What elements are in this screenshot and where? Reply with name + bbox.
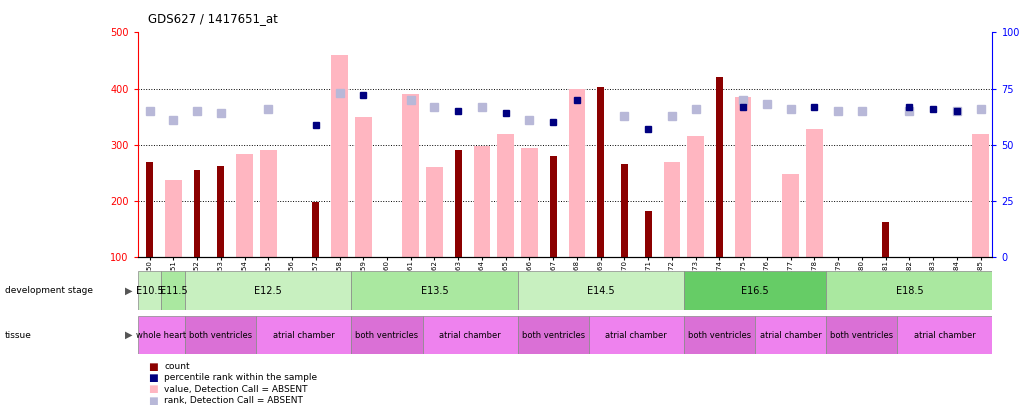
Text: both ventricles: both ventricles xyxy=(355,330,418,340)
Text: atrial chamber: atrial chamber xyxy=(273,330,334,340)
Text: E14.5: E14.5 xyxy=(586,286,613,296)
Text: ■: ■ xyxy=(148,384,158,394)
Text: ■: ■ xyxy=(148,362,158,371)
Bar xyxy=(687,136,703,257)
Bar xyxy=(715,77,722,257)
Text: E13.5: E13.5 xyxy=(420,286,448,296)
Bar xyxy=(521,147,537,257)
Bar xyxy=(454,150,462,257)
Text: percentile rank within the sample: percentile rank within the sample xyxy=(164,373,317,382)
Text: ■: ■ xyxy=(148,373,158,383)
Text: E16.5: E16.5 xyxy=(741,286,768,296)
Bar xyxy=(517,316,588,354)
Bar xyxy=(185,271,351,310)
Text: ▶: ▶ xyxy=(125,286,132,296)
Bar xyxy=(782,174,798,257)
Text: atrial chamber: atrial chamber xyxy=(439,330,500,340)
Bar xyxy=(312,202,319,257)
Bar xyxy=(426,167,442,257)
Text: E12.5: E12.5 xyxy=(254,286,282,296)
Bar xyxy=(351,316,422,354)
Text: rank, Detection Call = ABSENT: rank, Detection Call = ABSENT xyxy=(164,396,303,405)
Bar xyxy=(165,180,181,257)
Bar xyxy=(185,316,256,354)
Text: atrial chamber: atrial chamber xyxy=(759,330,820,340)
Bar xyxy=(588,316,683,354)
Bar xyxy=(644,211,651,257)
Text: atrial chamber: atrial chamber xyxy=(605,330,666,340)
Bar xyxy=(568,89,585,257)
Bar xyxy=(138,316,185,354)
Bar xyxy=(971,134,988,257)
Bar xyxy=(497,134,514,257)
Text: value, Detection Call = ABSENT: value, Detection Call = ABSENT xyxy=(164,385,308,394)
Bar xyxy=(683,271,825,310)
Bar xyxy=(161,271,185,310)
Text: whole heart: whole heart xyxy=(137,330,186,340)
Bar xyxy=(355,117,371,257)
Bar xyxy=(331,55,347,257)
Bar xyxy=(881,222,889,257)
Bar xyxy=(825,271,991,310)
Text: GDS627 / 1417651_at: GDS627 / 1417651_at xyxy=(148,12,277,25)
Text: E10.5: E10.5 xyxy=(136,286,163,296)
Text: tissue: tissue xyxy=(5,330,32,340)
Text: E18.5: E18.5 xyxy=(895,286,922,296)
Bar xyxy=(260,150,276,257)
Bar xyxy=(138,271,161,310)
Text: both ventricles: both ventricles xyxy=(829,330,893,340)
Text: ■: ■ xyxy=(148,396,158,405)
Bar xyxy=(683,316,754,354)
Bar xyxy=(621,164,627,257)
Bar xyxy=(897,316,991,354)
Bar xyxy=(754,316,825,354)
Bar xyxy=(549,156,556,257)
Bar xyxy=(422,316,517,354)
Text: count: count xyxy=(164,362,190,371)
Bar xyxy=(403,94,419,257)
Text: E11.5: E11.5 xyxy=(159,286,186,296)
Bar xyxy=(194,170,200,257)
Bar xyxy=(146,162,153,257)
Bar xyxy=(473,147,490,257)
Bar xyxy=(256,316,351,354)
Bar xyxy=(351,271,517,310)
Text: development stage: development stage xyxy=(5,286,93,295)
Bar xyxy=(217,166,224,257)
Bar xyxy=(597,87,603,257)
Text: both ventricles: both ventricles xyxy=(687,330,750,340)
Bar xyxy=(236,154,253,257)
Bar xyxy=(805,129,822,257)
Text: both ventricles: both ventricles xyxy=(521,330,584,340)
Text: both ventricles: both ventricles xyxy=(190,330,252,340)
Bar xyxy=(734,97,751,257)
Bar xyxy=(517,271,683,310)
Bar xyxy=(825,316,897,354)
Text: ▶: ▶ xyxy=(125,330,132,340)
Bar xyxy=(663,162,680,257)
Text: atrial chamber: atrial chamber xyxy=(913,330,975,340)
